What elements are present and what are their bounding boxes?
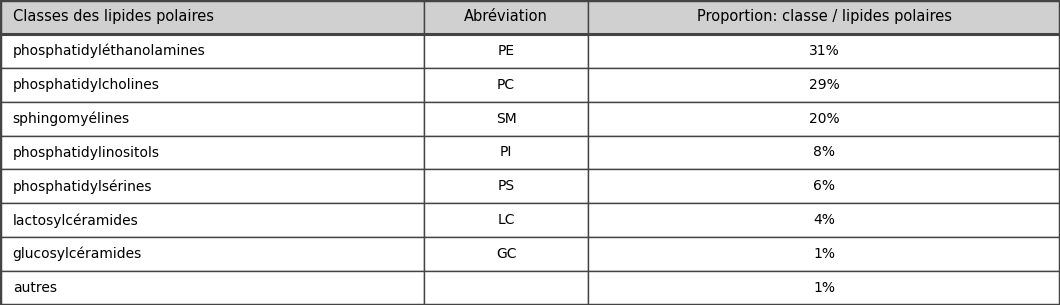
Text: 1%: 1% [813,281,835,295]
Bar [588,34,1060,68]
Bar [0,102,424,135]
Text: phosphatidylsérines: phosphatidylsérines [13,179,153,194]
Bar [0,68,424,102]
Bar [424,271,588,305]
Text: phosphatidyléthanolamines: phosphatidyléthanolamines [13,44,206,58]
Bar [424,68,588,102]
Bar [424,203,588,237]
Text: Classes des lipides polaires: Classes des lipides polaires [13,9,214,24]
Text: Proportion: classe / lipides polaires: Proportion: classe / lipides polaires [696,9,952,24]
Bar [588,271,1060,305]
Text: 31%: 31% [809,44,840,58]
Text: PI: PI [500,145,512,160]
Text: 20%: 20% [809,112,840,126]
Text: 8%: 8% [813,145,835,160]
Bar [424,0,588,34]
Text: PS: PS [497,179,515,193]
Text: PC: PC [497,78,515,92]
Text: glucosylcéramides: glucosylcéramides [13,247,142,261]
Bar [424,34,588,68]
Text: sphingomyélines: sphingomyélines [13,111,129,126]
Text: 6%: 6% [813,179,835,193]
Text: LC: LC [497,213,515,227]
Text: Abréviation: Abréviation [464,9,548,24]
Text: 1%: 1% [813,247,835,261]
Text: lactosylcéramides: lactosylcéramides [13,213,139,228]
Bar [588,237,1060,271]
Bar [588,203,1060,237]
Bar [588,102,1060,135]
Bar [424,135,588,170]
Bar [588,170,1060,203]
Bar [588,135,1060,170]
Text: 4%: 4% [813,213,835,227]
Text: PE: PE [497,44,515,58]
Bar [0,170,424,203]
Bar [424,102,588,135]
Bar [0,203,424,237]
Text: 29%: 29% [809,78,840,92]
Text: SM: SM [496,112,516,126]
Bar [588,0,1060,34]
Bar [0,271,424,305]
Bar [424,237,588,271]
Bar [424,170,588,203]
Text: GC: GC [496,247,516,261]
Bar [0,0,424,34]
Text: phosphatidylcholines: phosphatidylcholines [13,78,160,92]
Bar [588,68,1060,102]
Bar [0,135,424,170]
Text: phosphatidylinositols: phosphatidylinositols [13,145,160,160]
Text: autres: autres [13,281,57,295]
Bar [0,237,424,271]
Bar [0,34,424,68]
